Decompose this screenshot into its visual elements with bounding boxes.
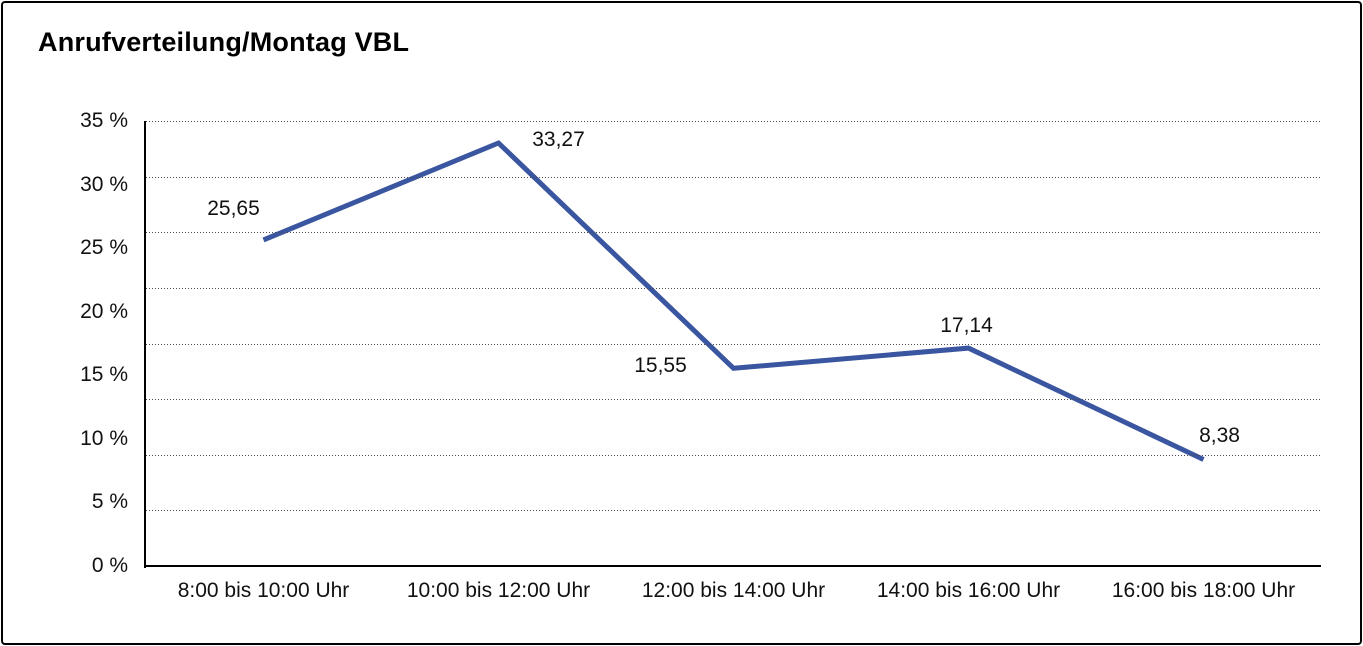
y-tick-label: 30 % xyxy=(80,172,128,196)
x-axis-labels: 8:00 bis 10:00 Uhr 10:00 bis 12:00 Uhr 12:… xyxy=(146,579,1321,603)
y-axis-labels: 35 % 30 % 25 % 20 % 15 % 10 % 5 % 0 % xyxy=(0,109,128,577)
x-tick-label: 10:00 bis 12:00 Uhr xyxy=(406,579,591,602)
data-point-label: 17,14 xyxy=(940,314,993,338)
gridline xyxy=(146,177,1321,178)
gridline xyxy=(146,344,1321,345)
y-tick-label: 0 % xyxy=(91,554,128,577)
chart-title: Anrufverteilung/Montag VBL xyxy=(38,27,410,57)
gridline xyxy=(146,232,1321,233)
data-line xyxy=(262,140,1205,462)
data-point-label: 33,27 xyxy=(532,127,585,151)
y-tick-label: 10 % xyxy=(80,426,128,450)
x-tick-label: 16:00 bis 18:00 Uhr xyxy=(1111,579,1296,602)
gridline xyxy=(146,288,1321,289)
y-tick-label: 25 % xyxy=(80,236,128,260)
y-tick-label: 15 % xyxy=(80,363,128,387)
gridline xyxy=(146,121,1321,122)
line-chart-svg xyxy=(262,140,1205,462)
y-tick-label: 35 % xyxy=(80,109,128,132)
y-axis-line xyxy=(144,121,146,568)
x-tick-label: 14:00 bis 16:00 Uhr xyxy=(876,579,1061,602)
data-point-label: 15,55 xyxy=(634,354,687,378)
y-tick-label: 5 % xyxy=(91,490,128,514)
x-tick-label: 12:00 bis 14:00 Uhr xyxy=(641,579,826,602)
gridline xyxy=(146,455,1321,456)
plot-area: 25,65 33,27 15,55 17,14 8,38 xyxy=(144,121,1321,568)
gridline xyxy=(146,510,1321,511)
y-tick-label: 20 % xyxy=(80,299,128,323)
gridline xyxy=(146,399,1321,400)
data-point-label: 25,65 xyxy=(207,196,260,220)
data-point-label: 8,38 xyxy=(1199,424,1240,448)
x-axis-line xyxy=(146,565,1321,567)
x-tick-label: 8:00 bis 10:00 Uhr xyxy=(177,579,350,602)
